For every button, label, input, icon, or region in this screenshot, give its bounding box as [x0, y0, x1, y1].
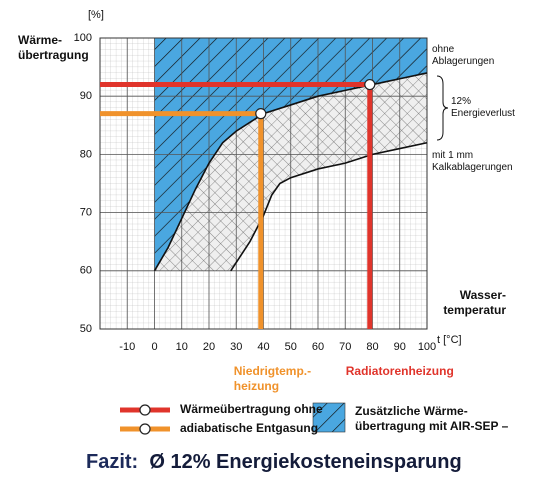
curve-label: mit 1 mm Kalkablagerungen — [432, 150, 513, 173]
conclusion: Fazit: Ø 12% Energiekosteneinsparung — [86, 450, 462, 474]
reference-label: Niedrigtemp.-heizung — [233, 364, 312, 393]
y-unit: [%] — [88, 9, 104, 21]
x-tick-label: 10 — [176, 341, 188, 353]
conclusion-label: Fazit: — [86, 451, 139, 473]
legend-area-text: Zusätzliche Wärme-übertragung mit AIR-SE… — [355, 404, 509, 433]
band-label: 12% Energieverlust — [451, 96, 515, 119]
y-axis-label: Wärme-übertragung — [18, 33, 89, 62]
x-axis-label: Wasser-temperatur — [443, 288, 506, 317]
x-tick-label: 100 — [418, 341, 436, 353]
x-tick-label: 60 — [312, 341, 324, 353]
x-tick-label: 70 — [339, 341, 351, 353]
legend-text: adiabatische Entgasung — [180, 421, 319, 435]
x-tick-label: 30 — [230, 341, 242, 353]
y-tick-label: 50 — [80, 323, 92, 335]
x-tick-label: 90 — [394, 341, 406, 353]
x-tick-label: 20 — [203, 341, 215, 353]
x-tick-label: 40 — [257, 341, 269, 353]
y-tick-label: 90 — [80, 90, 92, 102]
reference-point — [364, 78, 376, 91]
y-tick-label: 80 — [80, 148, 92, 160]
y-tick-label: 60 — [80, 265, 92, 277]
legend-point — [139, 423, 151, 435]
legend-point — [139, 404, 151, 416]
legend-area-swatch — [312, 402, 346, 433]
curve-label: ohne Ablagerungen — [432, 44, 495, 67]
reference-point — [255, 108, 267, 120]
reference-label: Radiatorenheizung — [345, 364, 454, 378]
x-tick-label: 80 — [366, 341, 378, 353]
legend-text: Wärmeübertragung ohne — [180, 402, 323, 416]
y-tick-label: 70 — [80, 207, 92, 219]
x-tick-label: 50 — [285, 341, 297, 353]
y-tick-label: 100 — [74, 32, 92, 44]
brace — [436, 75, 449, 141]
x-unit: t [°C] — [437, 334, 462, 346]
x-tick-label: 0 — [151, 341, 157, 353]
conclusion-text: Ø 12% Energiekosteneinsparung — [149, 451, 462, 473]
plot-frame — [99, 37, 428, 330]
x-tick-label: -10 — [119, 341, 135, 353]
